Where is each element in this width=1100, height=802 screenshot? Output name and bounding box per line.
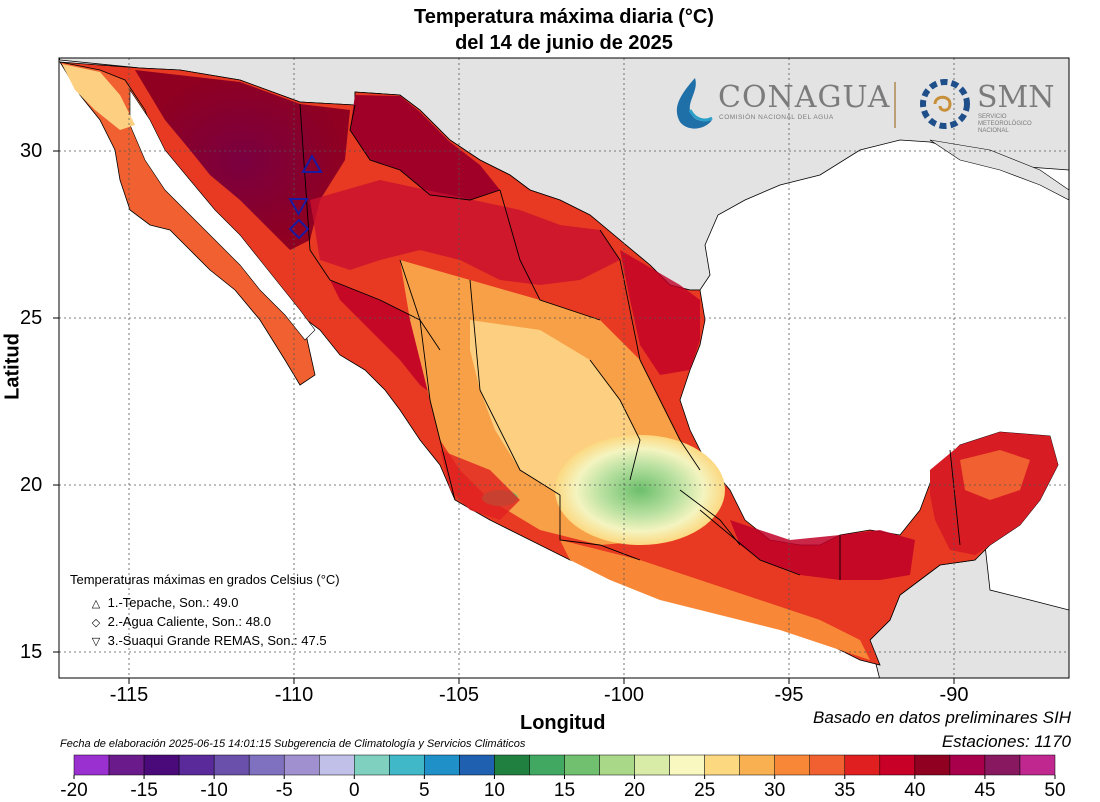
- colorbar-swatch: [143, 754, 180, 776]
- y-axis-label: Latitud: [1, 333, 24, 400]
- colorbar-swatch: [424, 754, 460, 776]
- colorbar-swatch: [844, 754, 881, 776]
- colorbar-tick-label: 20: [623, 780, 646, 801]
- colorbar-swatch: [319, 754, 355, 776]
- colorbar-swatch: [213, 754, 250, 776]
- colorbar-swatch: [494, 754, 530, 776]
- x-tick-label: -110: [274, 684, 314, 706]
- chihuahua-hot: [350, 95, 500, 200]
- x-tick-label: -100: [603, 684, 645, 706]
- colorbar-swatch: [354, 754, 390, 776]
- colorbar-tick-label: 45: [974, 780, 996, 801]
- conagua-logo-text: CONAGUA: [718, 80, 891, 115]
- legend-header: Temperaturas máximas en grados Celsius (…: [70, 572, 340, 587]
- elaboration-date: Fecha de elaboración 2025-06-15 14:01:15…: [60, 738, 526, 750]
- baja-north-light: [62, 64, 135, 130]
- central-cool-zone: [555, 435, 725, 545]
- colorbar-tick-label: 30: [764, 780, 786, 801]
- conagua-logo-icon: [676, 78, 713, 129]
- colorbar-swatch: [599, 754, 635, 776]
- colorbar-swatch: [529, 754, 565, 776]
- colorbar-tick-label: -10: [200, 780, 228, 801]
- x-tick-label: -105: [438, 684, 480, 706]
- station-legend: Temperaturas máximas en grados Celsius (…: [70, 572, 340, 650]
- colorbar-swatch: [248, 754, 285, 776]
- legend-item-text: 3.-Suaqui Grande REMAS, Son.: 47.5: [107, 633, 327, 648]
- station-marker-agua-caliente: [288, 218, 310, 240]
- colorbar-swatch: [178, 754, 215, 776]
- state-borders: [299, 103, 961, 580]
- legend-item-text: 2.-Agua Caliente, Son.: 48.0: [107, 614, 271, 629]
- colorbar-tick-label: 5: [419, 780, 430, 801]
- colorbar: [73, 754, 1056, 779]
- grid-lines: [59, 58, 1069, 678]
- colorbar-swatch: [283, 754, 320, 776]
- legend-item-text: 1.-Tepache, Son.: 49.0: [107, 595, 239, 610]
- colorbar-swatch: [949, 754, 986, 776]
- x-tick-label: -95: [774, 684, 804, 706]
- legend-item: ◇ 2.-Agua Caliente, Son.: 48.0: [88, 612, 340, 631]
- smn-logo-subtext: SERVICIO METEOROLÓGICO NACIONAL: [978, 114, 1032, 134]
- tamaulipas-hot: [620, 250, 700, 375]
- y-tick-label: 30: [20, 140, 43, 162]
- colorbar-swatch: [73, 754, 110, 776]
- colorbar-swatch: [739, 754, 775, 776]
- legend-item: △ 1.-Tepache, Son.: 49.0: [88, 593, 340, 612]
- x-axis-label: Longitud: [520, 712, 606, 734]
- colorbar-swatch: [1019, 754, 1056, 776]
- diamond-icon: ◇: [91, 617, 101, 629]
- smn-logo-text: SMN: [977, 80, 1055, 115]
- colorbar-swatch: [459, 754, 495, 776]
- gulf-of-california: [129, 89, 316, 341]
- colorbar-tick-label: 40: [904, 780, 926, 801]
- colorbar-swatch: [634, 754, 670, 776]
- x-tick-label: -90: [939, 684, 969, 706]
- y-tick-label: 20: [20, 474, 43, 496]
- map-subtitle: del 14 de junio de 2025: [455, 32, 673, 54]
- smn-logo-icon: [920, 79, 970, 129]
- hot-band-north: [310, 180, 620, 285]
- colorbar-swatch: [108, 754, 145, 776]
- station-marker-suaqui-grande: [288, 198, 309, 217]
- colorbar-swatch: [704, 754, 740, 776]
- x-tick-label: -115: [109, 684, 149, 706]
- colorbar-tick-label: 50: [1044, 780, 1066, 801]
- colorbar-swatch: [564, 754, 600, 776]
- colorbar-tick-label: -20: [60, 780, 88, 801]
- colorbar-tick-label: 15: [553, 780, 576, 801]
- colorbar-tick-label: 10: [483, 780, 505, 801]
- colorbar-swatch: [389, 754, 425, 776]
- colorbar-swatch: [984, 754, 1021, 776]
- tabasco-hot: [730, 520, 915, 580]
- colorbar-tick-label: -15: [130, 780, 158, 801]
- colorbar-swatch: [809, 754, 846, 776]
- conagua-logo-subtext: COMISIÓN NACIONAL DEL AGUA: [719, 114, 834, 121]
- y-tick-label: 25: [20, 307, 43, 329]
- data-source-note: Basado en datos preliminares SIH: [813, 708, 1071, 727]
- y-tick-label: 15: [20, 641, 43, 663]
- colorbar-swatch: [914, 754, 951, 776]
- yucatan-inner: [960, 450, 1030, 500]
- oaxaca-orange: [560, 540, 870, 660]
- colorbar-tick-label: 35: [834, 780, 856, 801]
- colorbar-tick-label: -5: [275, 780, 293, 801]
- triangle-up-icon: △: [91, 598, 101, 610]
- colorbar-swatch: [879, 754, 916, 776]
- legend-item: ▽ 3.-Suaqui Grande REMAS, Son.: 47.5: [88, 631, 340, 650]
- colorbar-tick-label: 25: [694, 780, 716, 801]
- colorbar-swatch: [669, 754, 705, 776]
- station-count: Estaciones: 1170: [941, 732, 1071, 751]
- cuba-land: [929, 139, 1069, 201]
- station-marker-tepache: [301, 153, 323, 173]
- colorbar-swatch: [774, 754, 811, 776]
- colorbar-tick-label: 0: [348, 780, 360, 801]
- map-title: Temperatura máxima diaria (°C): [414, 6, 714, 28]
- plot-frame: [58, 57, 1070, 679]
- triangle-down-icon: ▽: [91, 636, 101, 648]
- sonora-hot-core: [135, 70, 350, 250]
